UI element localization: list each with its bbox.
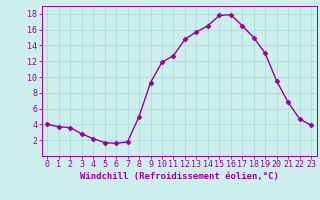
X-axis label: Windchill (Refroidissement éolien,°C): Windchill (Refroidissement éolien,°C) — [80, 172, 279, 181]
